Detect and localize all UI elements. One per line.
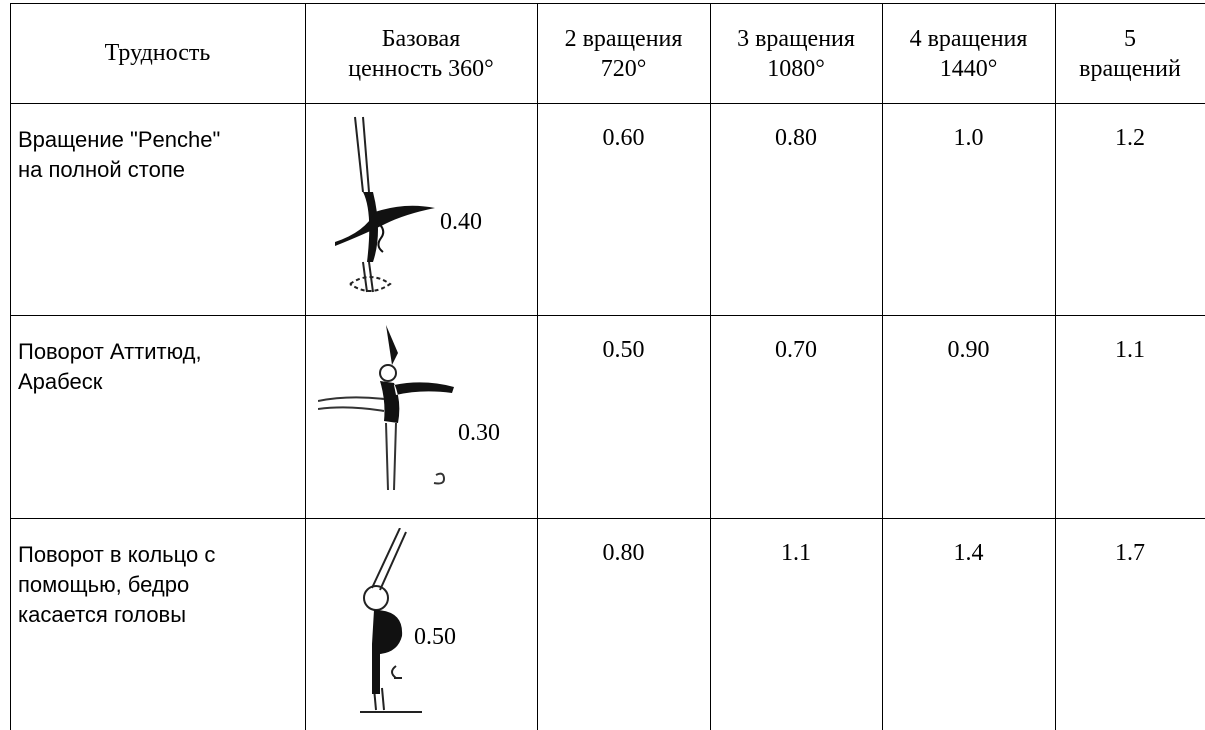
- base-value: 0.40: [440, 209, 482, 235]
- header-cell: Трудность: [104, 40, 211, 66]
- column-border: [305, 3, 306, 730]
- row-label: касается головы: [18, 602, 187, 627]
- row-border: [10, 3, 1205, 4]
- figure-penche: [335, 116, 435, 293]
- row-label: Поворот Аттитюд,: [18, 339, 202, 364]
- row-border: [10, 518, 1205, 519]
- column-border: [710, 3, 711, 730]
- row-border: [10, 315, 1205, 316]
- header-cell: вращений: [1079, 56, 1181, 82]
- value-cell: 0.50: [602, 337, 645, 363]
- row-label: Арабеск: [18, 369, 103, 394]
- value-cell: 0.80: [602, 540, 645, 566]
- header-cell: 2 вращения: [564, 26, 683, 52]
- value-cell: 0.90: [947, 337, 990, 363]
- base-value: 0.50: [414, 624, 456, 650]
- header-cell: ценность 360°: [348, 56, 494, 82]
- column-border: [1055, 3, 1056, 730]
- value-cell: 1.4: [953, 540, 984, 566]
- value-cell: 1.1: [781, 540, 811, 566]
- header-cell: Базовая: [381, 26, 461, 52]
- header-cell: 1080°: [767, 56, 825, 82]
- header-cell: 4 вращения: [909, 26, 1028, 52]
- column-border: [882, 3, 883, 730]
- figure-ring: [360, 528, 422, 713]
- header-cell: 3 вращения: [737, 26, 855, 52]
- value-cell: 1.0: [953, 125, 984, 151]
- header-cell: 5: [1124, 26, 1136, 52]
- row-label: Поворот в кольцо с: [18, 542, 216, 567]
- row-border: [10, 103, 1205, 104]
- header-cell: 1440°: [939, 56, 998, 82]
- row-label: помощью, бедро: [18, 572, 190, 597]
- value-cell: 1.2: [1115, 125, 1145, 151]
- value-cell: 0.70: [775, 337, 817, 363]
- value-cell: 1.7: [1115, 540, 1145, 566]
- column-border: [537, 3, 538, 730]
- row-label: на полной стопе: [18, 157, 185, 182]
- column-border: [10, 3, 11, 730]
- base-value: 0.30: [458, 420, 500, 446]
- row-label: Вращение "Penche": [18, 127, 221, 152]
- figure-arabesque: [318, 325, 454, 491]
- value-cell: 0.60: [602, 125, 645, 151]
- header-cell: 720°: [600, 56, 647, 82]
- value-cell: 1.1: [1115, 337, 1145, 363]
- value-cell: 0.80: [775, 125, 817, 151]
